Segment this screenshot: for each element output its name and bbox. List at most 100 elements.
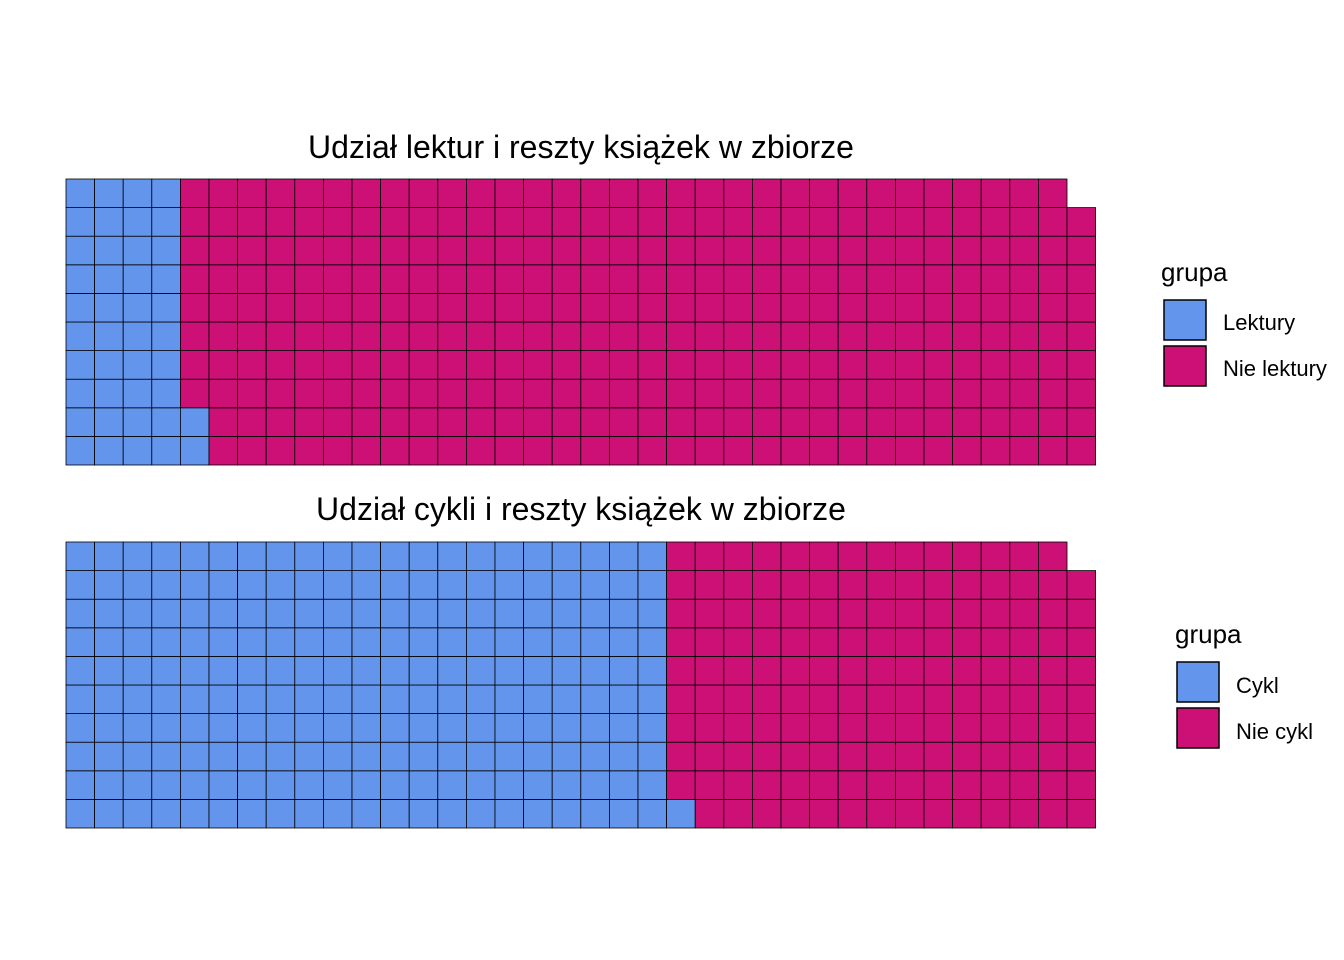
- waffle-cell-nie-cykl: [1009, 799, 1039, 829]
- waffle-cell-lektury: [94, 435, 124, 466]
- waffle-cell-cykl: [122, 541, 153, 572]
- waffle-cell-nie-lektury: [580, 350, 610, 380]
- waffle-cell-lektury: [122, 407, 153, 437]
- waffle-cell-nie-cykl: [1066, 598, 1097, 629]
- waffle-cell-cykl: [265, 741, 296, 772]
- waffle-cell-nie-cykl: [980, 570, 1011, 600]
- waffle-cell-cykl: [65, 741, 96, 772]
- waffle-cell-cykl: [494, 741, 525, 772]
- waffle-cell-cykl: [122, 656, 153, 686]
- waffle-cell-cykl: [465, 770, 496, 800]
- waffle-cell-cykl: [580, 799, 610, 829]
- waffle-cell-nie-lektury: [465, 264, 496, 294]
- waffle-cell-cykl: [294, 741, 324, 772]
- waffle-cell-nie-lektury: [1038, 235, 1068, 266]
- waffle-cell-nie-lektury: [322, 321, 353, 352]
- waffle-cell-cykl: [380, 770, 410, 800]
- waffle-cell-cykl: [151, 770, 181, 800]
- waffle-cell-nie-lektury: [465, 407, 496, 437]
- waffle-cell-cykl: [65, 799, 96, 829]
- waffle-cell-nie-lektury: [637, 207, 668, 237]
- waffle-cell-cykl: [179, 541, 210, 572]
- waffle-cell-nie-cykl: [694, 598, 725, 629]
- waffle-cell-nie-lektury: [437, 178, 467, 209]
- waffle-cell-cykl: [523, 598, 553, 629]
- waffle-cell-cykl: [637, 741, 668, 772]
- waffle-cell-nie-lektury: [1009, 435, 1039, 466]
- waffle-cell-nie-lektury: [465, 207, 496, 237]
- waffle-cell-nie-lektury: [580, 178, 610, 209]
- waffle-cell-nie-lektury: [694, 350, 725, 380]
- waffle-cell-nie-lektury: [265, 378, 296, 409]
- waffle-cell-nie-cykl: [1009, 656, 1039, 686]
- waffle-cell-cykl: [580, 598, 610, 629]
- waffle-cell-lektury: [65, 292, 96, 323]
- waffle-cell-nie-cykl: [666, 741, 696, 772]
- waffle-cell-nie-lektury: [637, 378, 668, 409]
- waffle-cell-cykl: [637, 684, 668, 715]
- waffle-cell-cykl: [151, 799, 181, 829]
- legend-key-nie-cykl: [1176, 707, 1220, 749]
- waffle-cell-cykl: [122, 684, 153, 715]
- waffle-cell-nie-lektury: [437, 350, 467, 380]
- waffle-cell-cykl: [551, 684, 582, 715]
- waffle-cell-cykl: [380, 741, 410, 772]
- waffle-cell-cykl: [65, 713, 96, 743]
- legend-lektury: grupa Lektury Nie lektury: [1161, 257, 1327, 387]
- waffle-cell-nie-lektury: [1066, 321, 1097, 352]
- waffle-cell-nie-cykl: [723, 598, 753, 629]
- waffle-cell-nie-cykl: [1066, 684, 1097, 715]
- waffle-cell-nie-lektury: [780, 321, 811, 352]
- waffle-cell-cykl: [609, 799, 639, 829]
- waffle-cell-nie-lektury: [208, 292, 239, 323]
- waffle-cell-cykl: [94, 570, 124, 600]
- waffle-cell-nie-lektury: [523, 407, 553, 437]
- waffle-cell-lektury: [122, 235, 153, 266]
- waffle-cell-nie-lektury: [1038, 292, 1068, 323]
- waffle-cell-nie-lektury: [494, 350, 525, 380]
- waffle-cell-lektury: [179, 407, 210, 437]
- waffle-cell-lektury: [94, 321, 124, 352]
- waffle-cell-cykl: [65, 570, 96, 600]
- waffle-cell-nie-lektury: [465, 378, 496, 409]
- waffle-cell-nie-lektury: [809, 207, 839, 237]
- waffle-cell-cykl: [65, 684, 96, 715]
- waffle-cell-cykl: [609, 713, 639, 743]
- waffle-cell-nie-cykl: [1038, 541, 1068, 572]
- waffle-cell-nie-lektury: [179, 264, 210, 294]
- waffle-cell-nie-lektury: [723, 407, 753, 437]
- waffle-cell-cykl: [65, 598, 96, 629]
- waffle-cell-nie-lektury: [1009, 321, 1039, 352]
- waffle-cell-nie-lektury: [809, 178, 839, 209]
- waffle-cell-nie-lektury: [980, 407, 1011, 437]
- waffle-cell-cykl: [322, 541, 353, 572]
- waffle-cell-cykl: [151, 741, 181, 772]
- waffle-cell-nie-cykl: [866, 713, 896, 743]
- waffle-cell-cykl: [551, 541, 582, 572]
- waffle-cell-cykl: [609, 570, 639, 600]
- waffle-cell-nie-cykl: [895, 713, 925, 743]
- waffle-cell-cykl: [237, 570, 267, 600]
- waffle-cell-nie-cykl: [952, 770, 982, 800]
- waffle-cell-lektury: [122, 178, 153, 209]
- waffle-cell-cykl: [437, 713, 467, 743]
- legend-label-nie-cykl: Nie cykl: [1236, 719, 1313, 744]
- chart-lektury: Udział lektur i reszty książek w zbiorze…: [65, 129, 1327, 466]
- waffle-cell-lektury: [65, 321, 96, 352]
- waffle-cell-nie-cykl: [980, 541, 1011, 572]
- waffle-cell-nie-lektury: [322, 407, 353, 437]
- waffle-cell-cykl: [94, 598, 124, 629]
- waffle-cell-nie-lektury: [265, 407, 296, 437]
- waffle-cell-nie-cykl: [1038, 598, 1068, 629]
- waffle-cell-nie-lektury: [694, 178, 725, 209]
- waffle-cell-nie-lektury: [723, 235, 753, 266]
- waffle-cell-nie-cykl: [666, 656, 696, 686]
- waffle-cell-nie-lektury: [523, 350, 553, 380]
- waffle-cell-nie-lektury: [580, 435, 610, 466]
- waffle-cell-nie-lektury: [351, 321, 382, 352]
- waffle-cell-nie-lektury: [265, 435, 296, 466]
- waffle-cell-nie-cykl: [666, 770, 696, 800]
- waffle-cell-nie-lektury: [494, 235, 525, 266]
- waffle-cell-nie-lektury: [351, 407, 382, 437]
- waffle-cell-nie-lektury: [208, 235, 239, 266]
